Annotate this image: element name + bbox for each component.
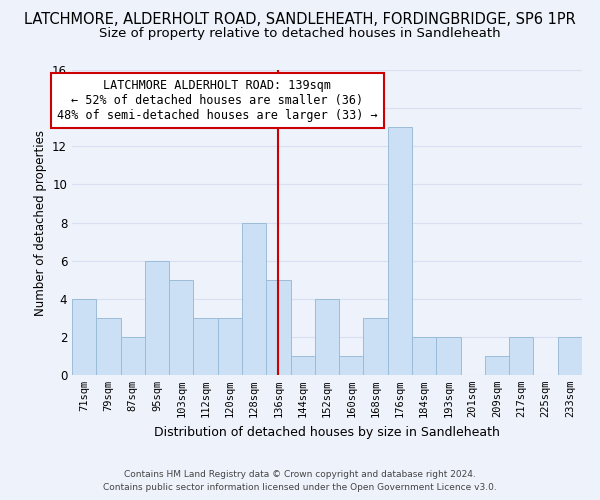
Bar xyxy=(436,337,461,375)
Bar xyxy=(388,127,412,375)
Text: Size of property relative to detached houses in Sandleheath: Size of property relative to detached ho… xyxy=(99,28,501,40)
Text: LATCHMORE, ALDERHOLT ROAD, SANDLEHEATH, FORDINGBRIDGE, SP6 1PR: LATCHMORE, ALDERHOLT ROAD, SANDLEHEATH, … xyxy=(24,12,576,28)
Text: LATCHMORE ALDERHOLT ROAD: 139sqm
← 52% of detached houses are smaller (36)
48% o: LATCHMORE ALDERHOLT ROAD: 139sqm ← 52% o… xyxy=(57,79,377,122)
Bar xyxy=(290,356,315,375)
Bar xyxy=(121,337,145,375)
Bar xyxy=(339,356,364,375)
Bar xyxy=(169,280,193,375)
Bar xyxy=(364,318,388,375)
Bar xyxy=(218,318,242,375)
Bar xyxy=(242,222,266,375)
Text: Contains HM Land Registry data © Crown copyright and database right 2024.
Contai: Contains HM Land Registry data © Crown c… xyxy=(103,470,497,492)
Y-axis label: Number of detached properties: Number of detached properties xyxy=(34,130,47,316)
Bar xyxy=(485,356,509,375)
Bar xyxy=(315,298,339,375)
Bar xyxy=(193,318,218,375)
Bar xyxy=(558,337,582,375)
Bar xyxy=(145,260,169,375)
Bar xyxy=(509,337,533,375)
Bar xyxy=(96,318,121,375)
X-axis label: Distribution of detached houses by size in Sandleheath: Distribution of detached houses by size … xyxy=(154,426,500,438)
Bar xyxy=(72,298,96,375)
Bar xyxy=(412,337,436,375)
Bar xyxy=(266,280,290,375)
